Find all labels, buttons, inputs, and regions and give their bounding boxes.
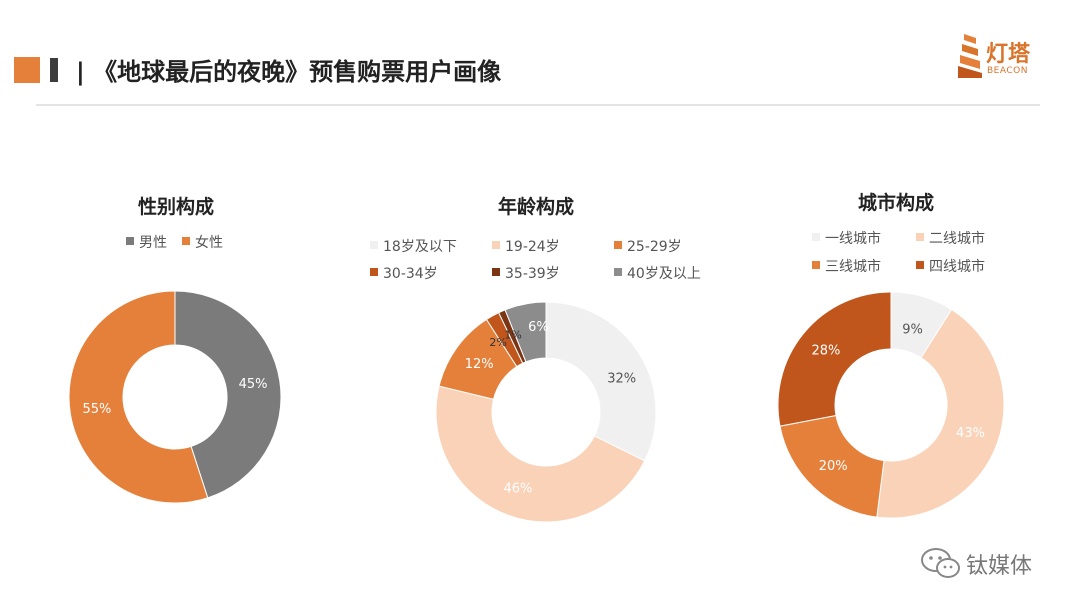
legend-swatch [916,261,924,269]
logo-text-cn: 灯塔 [986,42,1031,67]
donut-label-3: 28% [811,344,840,359]
donut-slice-0 [174,290,282,499]
legend-label: 女性 [195,235,223,251]
chart-title-city: 城市构成 [857,192,934,214]
legend-swatch [614,241,622,249]
beacon-logo: 灯塔 BEACON [956,32,1046,88]
legend-item-male: 男性 [126,232,167,252]
legend-label: 一线城市 [825,231,881,247]
legend-label: 18岁及以下 [383,239,457,255]
donut-label-4: 1% [504,328,521,341]
legend-swatch [492,268,500,276]
legend-item-city-1: 二线城市 [916,228,985,248]
legend-swatch [812,261,820,269]
legend-item-age-5: 40岁及以上 [614,263,701,283]
legend-label: 19-24岁 [505,239,560,255]
legend-item-city-0: 一线城市 [812,228,881,248]
legend-label: 三线城市 [825,259,881,275]
donut-label-3: 2% [489,336,506,349]
legend-swatch [614,268,622,276]
donut-slice-1 [876,308,1005,519]
chart-title-gender: 性别构成 [137,196,214,218]
donut-slice-5 [504,301,547,363]
donut-slice-0 [545,301,657,462]
watermark: 钛媒体 [920,544,1060,580]
donut-label-0: 32% [607,371,636,386]
donut-slice-1 [435,385,646,523]
legend-item-female: 女性 [182,232,223,252]
donut-label-2: 12% [465,357,494,372]
beacon-logo-icon [958,34,982,78]
donut-chart-gender: 45% 55% [68,290,282,504]
legend-label: 30-34岁 [383,266,438,282]
donut-chart-city: 9% 43% 20% 28% [777,291,1005,519]
donut-label-1: 43% [956,426,985,441]
donut-label-0: 45% [239,377,268,392]
donut-label-5: 6% [528,320,549,335]
page-title: | 《地球最后的夜晚》预售购票用户画像 [76,58,502,86]
legend-label: 35-39岁 [505,266,560,282]
legend-swatch [916,233,924,241]
wechat-icon [921,548,960,578]
legend-item-city-2: 三线城市 [812,256,881,276]
header-accent-bar [50,58,58,82]
legend-item-age-3: 30-34岁 [370,263,438,283]
legend-label: 男性 [139,235,167,251]
donut-label-0: 9% [902,322,923,337]
legend-item-age-1: 19-24岁 [492,236,560,256]
donut-slice-1 [68,290,209,504]
legend-swatch [370,268,378,276]
legend-swatch [812,233,820,241]
header-divider [36,104,1040,106]
chart-title-age: 年龄构成 [497,196,574,218]
legend-label: 二线城市 [929,231,985,247]
donut-label-2: 20% [819,459,848,474]
watermark-text: 钛媒体 [966,554,1033,579]
legend-label: 40岁及以上 [627,266,701,282]
logo-text-en: BEACON [987,66,1028,76]
legend-label: 25-29岁 [627,239,682,255]
legend-label: 四线城市 [929,259,985,275]
legend-swatch [492,241,500,249]
donut-chart-age: 32% 46% 12% 2%1% 6% [435,301,657,523]
donut-slice-2 [779,414,885,518]
legend-swatch [126,237,134,245]
donut-label-1: 55% [83,402,112,417]
donut-slice-3 [777,291,892,427]
legend-item-age-2: 25-29岁 [614,236,682,256]
legend-swatch [370,241,378,249]
legend-item-city-3: 四线城市 [916,256,985,276]
legend-item-age-0: 18岁及以下 [370,236,457,256]
legend-swatch [182,237,190,245]
header-accent-block [14,57,40,83]
donut-label-1: 46% [504,482,533,497]
legend-item-age-4: 35-39岁 [492,263,560,283]
